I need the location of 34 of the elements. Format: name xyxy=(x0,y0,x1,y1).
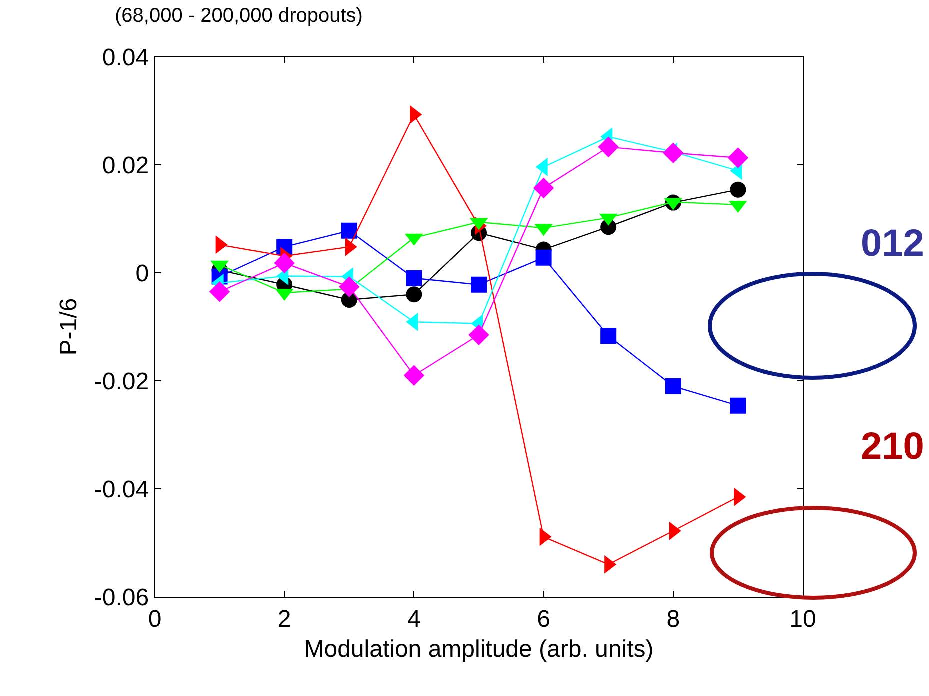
point xyxy=(533,178,554,199)
y-tick-label: 0 xyxy=(136,260,150,288)
point xyxy=(730,182,746,198)
point xyxy=(406,286,422,303)
y-tick-label: 0.04 xyxy=(102,44,150,72)
y-tick-label: -0.02 xyxy=(94,368,150,396)
point xyxy=(600,328,617,344)
point xyxy=(471,276,487,293)
point xyxy=(665,378,682,394)
x-tick-label: 10 xyxy=(790,606,816,633)
point xyxy=(406,270,422,286)
point xyxy=(728,148,749,168)
y-axis-title: P-1/6 xyxy=(55,298,82,356)
point xyxy=(341,222,358,239)
point xyxy=(209,282,230,302)
y-tick-label: -0.06 xyxy=(94,584,150,612)
point xyxy=(536,250,552,266)
x-tick-label: 2 xyxy=(278,606,292,633)
text: 012 xyxy=(861,223,924,265)
point xyxy=(468,324,490,346)
y-tick-label: 0.02 xyxy=(102,152,150,180)
point xyxy=(339,276,360,298)
point xyxy=(274,252,295,274)
x-tick-label: 6 xyxy=(537,606,550,633)
point xyxy=(663,142,684,164)
text: 210 xyxy=(861,426,924,468)
point xyxy=(730,398,746,414)
point xyxy=(598,136,619,158)
chart-title: (68,000 - 200,000 dropouts) xyxy=(115,5,363,27)
y-tick-label: -0.04 xyxy=(94,476,150,504)
x-tick-label: 8 xyxy=(666,606,680,633)
point xyxy=(404,365,425,386)
x-tick-label: 4 xyxy=(408,606,421,633)
x-axis-title: Modulation amplitude (arb. units) xyxy=(304,636,654,664)
